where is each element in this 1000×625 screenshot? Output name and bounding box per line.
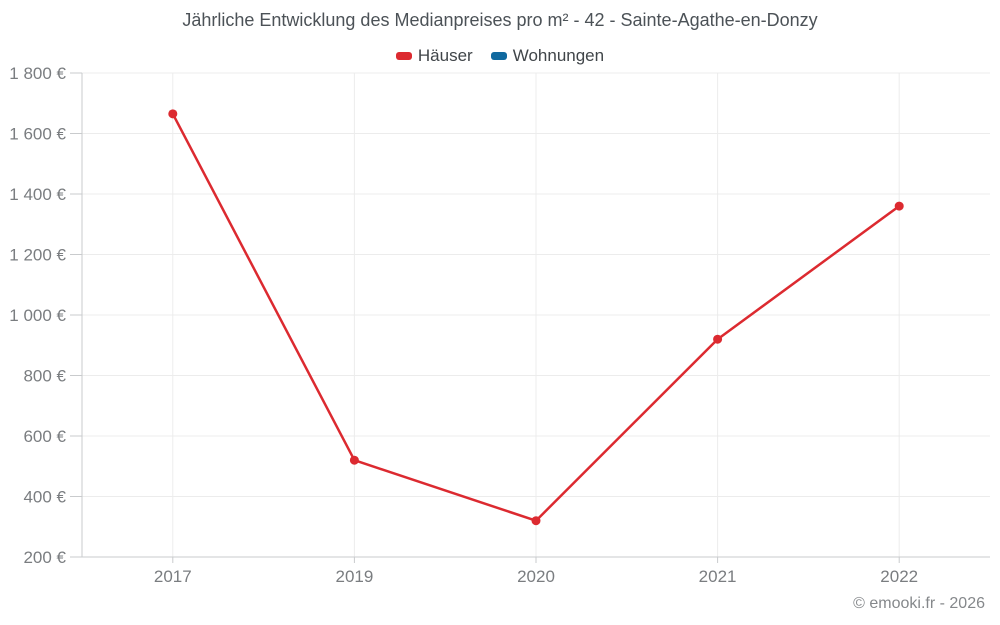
x-tick-label: 2017: [154, 567, 192, 586]
legend: Häuser Wohnungen: [0, 45, 1000, 67]
data-point-häuser-2017[interactable]: [168, 109, 178, 119]
legend-item-wohnungen[interactable]: Wohnungen: [490, 46, 605, 66]
y-tick-label: 1 600 €: [9, 125, 66, 144]
y-tick-label: 1 400 €: [9, 185, 66, 204]
y-tick-label: 1 000 €: [9, 306, 66, 325]
x-tick-label: 2019: [335, 567, 373, 586]
y-tick-label: 800 €: [23, 367, 66, 386]
data-point-häuser-2021[interactable]: [713, 334, 723, 344]
data-point-häuser-2020[interactable]: [531, 516, 541, 526]
x-tick-label: 2021: [699, 567, 737, 586]
legend-swatch-haeuser-icon: [395, 52, 412, 60]
chart-title: Jährliche Entwicklung des Medianpreises …: [182, 10, 818, 30]
legend-swatch-wohnungen-icon: [490, 52, 507, 60]
legend-label-wohnungen: Wohnungen: [512, 46, 605, 65]
y-tick-label: 400 €: [23, 488, 66, 507]
x-tick-label: 2020: [517, 567, 555, 586]
data-point-häuser-2019[interactable]: [349, 455, 359, 465]
data-point-häuser-2022[interactable]: [894, 201, 904, 211]
x-tick-label: 2022: [880, 567, 918, 586]
copyright: © emooki.fr - 2026: [853, 595, 985, 612]
legend-label-haeuser: Häuser: [417, 46, 473, 65]
legend-item-haeuser[interactable]: Häuser: [395, 46, 473, 66]
y-tick-label: 1 800 €: [9, 64, 66, 83]
y-tick-label: 1 200 €: [9, 246, 66, 265]
y-tick-label: 200 €: [23, 548, 66, 567]
y-tick-label: 600 €: [23, 427, 66, 446]
